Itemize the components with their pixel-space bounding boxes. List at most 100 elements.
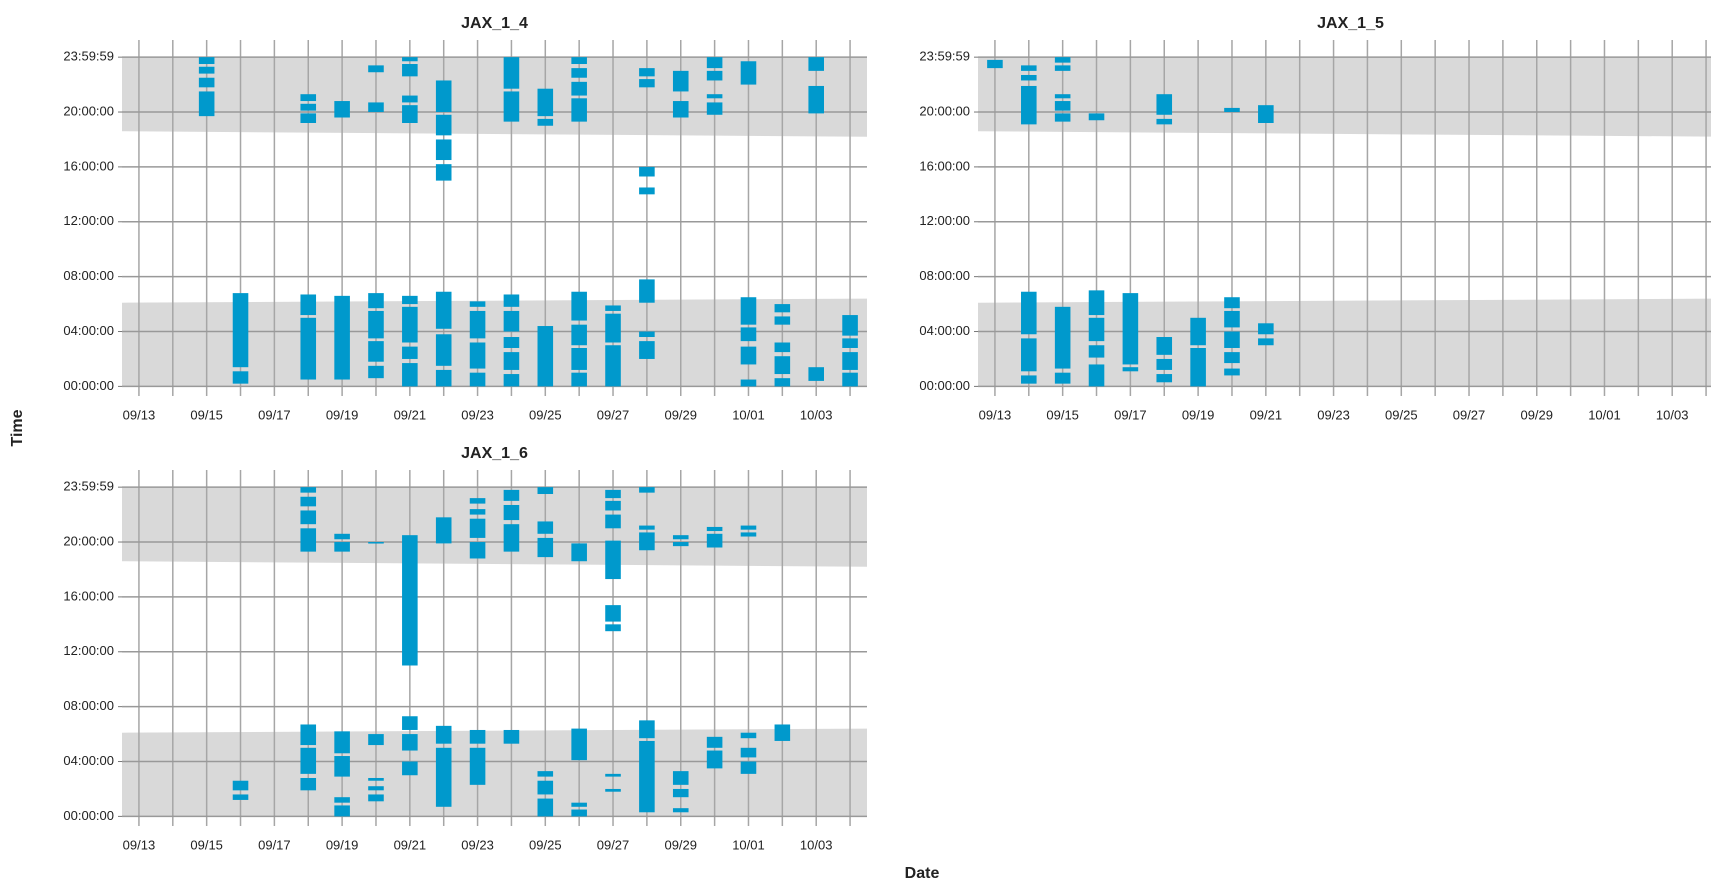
- activity-bout: [672, 70, 689, 92]
- activity-bout: [1190, 317, 1206, 346]
- y-tick-label: 16:00:00: [919, 158, 970, 173]
- activity-bout: [198, 57, 215, 65]
- activity-bout: [808, 85, 824, 114]
- panel-title: JAX_1_6: [461, 445, 528, 462]
- activity-bout: [1054, 57, 1071, 63]
- x-tick-label: 09/17: [258, 837, 291, 852]
- activity-bout: [435, 164, 452, 181]
- activity-bout: [368, 794, 384, 802]
- x-tick-label: 09/17: [1114, 407, 1147, 422]
- activity-bout: [774, 342, 791, 353]
- activity-bout: [435, 517, 452, 544]
- y-tick-label: 23:59:59: [63, 49, 114, 64]
- activity-bout: [706, 533, 723, 548]
- activity-bout: [368, 310, 384, 339]
- activity-bout: [808, 367, 824, 381]
- activity-bout: [469, 301, 486, 307]
- activity-bout: [503, 352, 520, 370]
- activity-bout: [402, 295, 418, 305]
- activity-bout: [503, 489, 520, 501]
- night-band: [978, 298, 1711, 387]
- x-tick-label: 09/21: [394, 407, 427, 422]
- activity-bout: [435, 334, 452, 366]
- activity-bout: [571, 57, 587, 65]
- x-tick-label: 09/21: [394, 837, 427, 852]
- activity-bout: [1088, 317, 1105, 342]
- activity-bout: [706, 526, 723, 532]
- y-tick-label: 08:00:00: [919, 268, 970, 283]
- activity-bout: [1224, 107, 1240, 113]
- panel: JAX_1_5 00:00:00 04:00:00 08:00:00 12:00:00 1…: [919, 15, 1711, 422]
- activity-bout: [300, 747, 317, 774]
- activity-bout: [639, 331, 655, 338]
- activity-bout: [368, 293, 384, 309]
- activity-bout: [368, 542, 384, 544]
- activity-bout: [435, 80, 452, 113]
- activity-bout: [1054, 372, 1071, 384]
- activity-bout: [537, 326, 554, 387]
- activity-bout: [706, 102, 723, 115]
- activity-bout: [1258, 105, 1274, 123]
- activity-bout: [1021, 338, 1037, 372]
- activity-bout: [672, 542, 689, 547]
- activity-bout: [402, 57, 418, 62]
- activity-bout: [672, 771, 689, 785]
- activity-bout: [300, 724, 317, 746]
- activity-bout: [1021, 291, 1037, 335]
- activity-bout: [605, 773, 621, 777]
- x-tick-label: 10/03: [800, 407, 833, 422]
- activity-bout: [672, 101, 689, 118]
- y-tick-label: 04:00:00: [63, 753, 114, 768]
- activity-bout: [1054, 113, 1071, 122]
- activity-bout: [571, 809, 587, 817]
- y-tick-label: 12:00:00: [63, 213, 114, 228]
- activity-bout: [1054, 94, 1071, 99]
- activity-bout: [1156, 358, 1173, 370]
- activity-bout: [402, 716, 418, 730]
- x-tick-label: 09/13: [123, 407, 156, 422]
- activity-bout: [639, 279, 655, 303]
- activity-bout: [774, 356, 791, 375]
- activity-bout: [1122, 367, 1139, 372]
- activity-bout: [300, 528, 317, 552]
- activity-bout: [435, 139, 452, 161]
- y-tick-label: 08:00:00: [63, 698, 114, 713]
- activity-bout: [571, 372, 587, 387]
- activity-bout: [740, 61, 757, 85]
- activity-bout: [1021, 74, 1037, 81]
- activity-bout: [537, 118, 554, 126]
- x-tick-label: 09/25: [1385, 407, 1418, 422]
- activity-bout: [469, 747, 486, 785]
- y-tick-label: 23:59:59: [63, 479, 114, 494]
- activity-bout: [706, 57, 723, 69]
- activity-bout: [1156, 337, 1173, 355]
- activity-bout: [774, 304, 791, 313]
- activity-bout: [639, 740, 655, 813]
- activity-bout: [639, 525, 655, 530]
- activity-bout: [300, 294, 317, 316]
- activity-bout: [571, 291, 587, 321]
- activity-bout: [842, 315, 858, 336]
- activity-bout: [740, 379, 757, 387]
- activity-bout: [232, 794, 249, 800]
- y-tick-label: 20:00:00: [919, 103, 970, 118]
- activity-bout: [1054, 65, 1071, 71]
- activity-bout: [368, 65, 384, 73]
- activity-bout: [639, 532, 655, 551]
- activity-bout: [300, 487, 317, 493]
- y-tick-label: 00:00:00: [63, 808, 114, 823]
- activity-bout: [368, 786, 384, 791]
- activity-bout: [402, 734, 418, 751]
- activity-bout: [300, 777, 317, 791]
- x-tick-label: 09/21: [1250, 407, 1283, 422]
- activity-bout: [740, 761, 757, 774]
- activity-bout: [334, 805, 350, 817]
- activity-bout: [537, 771, 554, 777]
- activity-bout: [537, 798, 554, 817]
- activity-bout: [605, 540, 621, 580]
- activity-bout: [1088, 113, 1105, 121]
- activity-bout: [368, 777, 384, 781]
- x-tick-label: 09/19: [1182, 407, 1215, 422]
- activity-bout: [808, 57, 824, 71]
